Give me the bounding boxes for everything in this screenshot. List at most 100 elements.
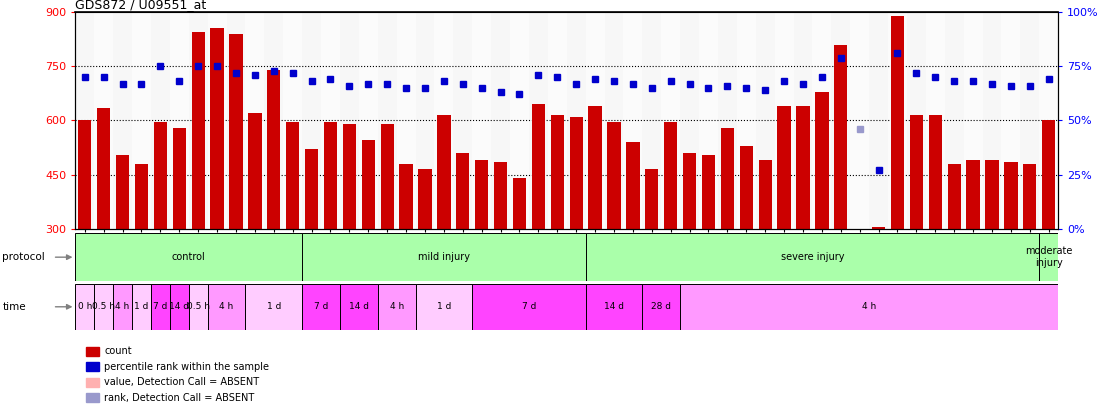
Bar <box>438 115 451 337</box>
Bar <box>513 178 526 337</box>
Bar <box>472 12 491 229</box>
Text: 1 d: 1 d <box>134 302 148 311</box>
Bar <box>680 284 1058 330</box>
Bar <box>229 34 243 337</box>
Bar <box>1039 233 1058 281</box>
Bar <box>661 12 680 229</box>
Bar <box>588 106 602 337</box>
Bar <box>964 12 983 229</box>
Bar <box>154 122 167 337</box>
Bar <box>340 284 378 330</box>
Bar <box>869 12 888 229</box>
Bar <box>211 28 224 337</box>
Bar <box>397 12 416 229</box>
Bar <box>645 169 658 337</box>
Bar <box>1004 162 1017 337</box>
Bar <box>793 12 812 229</box>
Bar <box>966 160 979 337</box>
Bar <box>94 284 113 330</box>
Text: 7 d: 7 d <box>153 302 167 311</box>
Bar <box>284 12 302 229</box>
Bar <box>570 117 583 337</box>
Bar <box>510 12 529 229</box>
Bar <box>305 149 318 337</box>
Text: rank, Detection Call = ABSENT: rank, Detection Call = ABSENT <box>104 392 255 403</box>
Bar <box>188 12 207 229</box>
Bar <box>567 12 586 229</box>
Bar <box>907 12 926 229</box>
Bar <box>888 12 907 229</box>
Text: GDS872 / U09551_at: GDS872 / U09551_at <box>75 0 206 11</box>
Bar <box>302 284 340 330</box>
Bar <box>945 12 964 229</box>
Bar <box>529 12 547 229</box>
Bar <box>434 12 453 229</box>
Bar <box>132 12 151 229</box>
Bar <box>79 120 91 337</box>
Bar <box>551 115 564 337</box>
Text: 4 h: 4 h <box>219 302 234 311</box>
Text: 14 d: 14 d <box>170 302 189 311</box>
Bar <box>151 284 170 330</box>
Bar <box>494 162 507 337</box>
Bar <box>756 12 774 229</box>
Bar <box>456 153 470 337</box>
Bar <box>207 284 246 330</box>
Bar <box>416 284 472 330</box>
Bar <box>286 122 299 337</box>
Bar <box>248 113 261 337</box>
Bar <box>853 263 866 337</box>
Bar <box>94 12 113 229</box>
Bar <box>718 12 737 229</box>
Text: 0.5 h: 0.5 h <box>186 302 209 311</box>
Bar <box>192 32 205 337</box>
Bar <box>680 12 699 229</box>
Bar <box>151 12 170 229</box>
Text: value, Detection Call = ABSENT: value, Detection Call = ABSENT <box>104 377 259 387</box>
Text: moderate
injury: moderate injury <box>1025 246 1073 268</box>
Bar <box>340 12 359 229</box>
Bar <box>759 160 772 337</box>
Text: time: time <box>2 302 25 312</box>
Bar <box>380 124 393 337</box>
Bar <box>419 169 432 337</box>
Bar <box>831 12 850 229</box>
Bar <box>664 122 677 337</box>
Text: 1 d: 1 d <box>267 302 281 311</box>
Bar <box>1039 12 1058 229</box>
Bar <box>132 284 151 330</box>
Text: protocol: protocol <box>2 252 45 262</box>
Text: 0 h: 0 h <box>78 302 92 311</box>
Bar <box>929 115 942 337</box>
Bar <box>547 12 567 229</box>
Bar <box>624 12 643 229</box>
Bar <box>378 12 397 229</box>
Bar <box>947 164 961 337</box>
Text: severe injury: severe injury <box>781 252 844 262</box>
Bar <box>774 12 793 229</box>
Bar <box>226 12 246 229</box>
Bar <box>701 155 715 337</box>
Text: 14 d: 14 d <box>349 302 369 311</box>
Bar <box>113 284 132 330</box>
Bar <box>400 164 412 337</box>
Bar <box>872 227 885 337</box>
Text: 0.5 h: 0.5 h <box>92 302 115 311</box>
Bar <box>1023 164 1036 337</box>
Bar <box>170 12 188 229</box>
Bar <box>926 12 945 229</box>
Bar <box>361 141 375 337</box>
Text: 4 h: 4 h <box>115 302 130 311</box>
Bar <box>721 128 733 337</box>
Bar <box>607 122 620 337</box>
Bar <box>834 45 848 337</box>
Bar <box>891 16 904 337</box>
Text: 4 h: 4 h <box>390 302 403 311</box>
Text: 14 d: 14 d <box>604 302 624 311</box>
Text: 7 d: 7 d <box>314 302 328 311</box>
Bar <box>116 155 130 337</box>
Bar <box>302 233 586 281</box>
Bar <box>626 142 639 337</box>
Bar <box>359 12 378 229</box>
Bar <box>1020 12 1039 229</box>
